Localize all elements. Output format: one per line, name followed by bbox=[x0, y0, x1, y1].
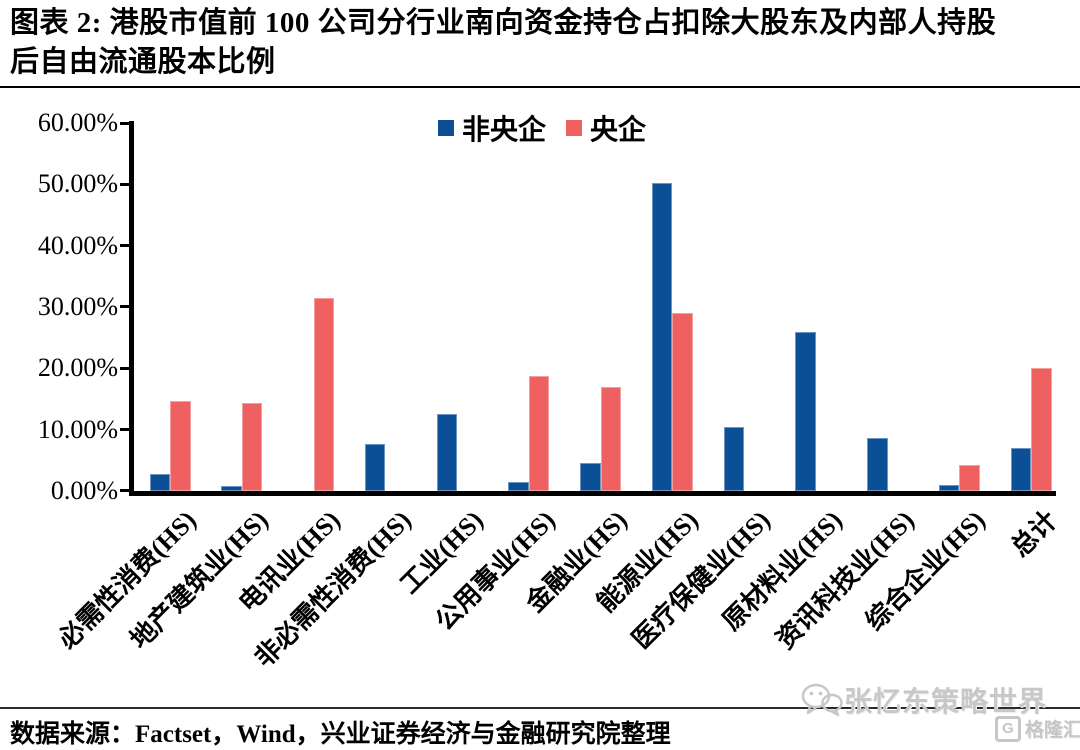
y-tick-label: 60.00% bbox=[37, 108, 118, 137]
figure-title: 图表 2: 港股市值前 100 公司分行业南向资金持仓占扣除大股东及内部人持股 … bbox=[10, 4, 996, 82]
y-axis-tick bbox=[120, 366, 131, 370]
bar-非央企-非必需性消费(HS) bbox=[364, 444, 386, 491]
y-tick-label: 20.00% bbox=[37, 353, 118, 383]
wechat-watermark-text: 张忆东策略世界 bbox=[844, 686, 1048, 717]
bar-央企-总计 bbox=[1031, 368, 1052, 491]
bar-非央企-地产建筑业(HS) bbox=[221, 486, 242, 491]
bar-非央企-原材料业(HS) bbox=[795, 332, 816, 491]
legend-item-non-soe: 非央企 bbox=[438, 108, 546, 148]
bar-非央企-医疗保健业(HS) bbox=[723, 427, 745, 491]
y-axis-tick bbox=[120, 428, 131, 432]
bar-非央企-能源业(HS) bbox=[651, 183, 673, 491]
y-tick-label: 10.00% bbox=[37, 414, 118, 444]
bar-非央企-公用事业(HS) bbox=[508, 482, 529, 491]
y-axis-tick bbox=[120, 182, 131, 186]
bar-央企-必需性消费(HS) bbox=[170, 401, 191, 491]
y-axis-tick bbox=[120, 121, 131, 125]
bar-央企-能源业(HS) bbox=[672, 313, 693, 491]
x-tick-label: 总计 bbox=[1005, 505, 1064, 563]
legend-label-soe: 央企 bbox=[590, 115, 647, 146]
y-axis-tick bbox=[120, 489, 131, 493]
y-axis-tick bbox=[120, 244, 131, 248]
bar-央企-金融业(HS) bbox=[600, 387, 622, 491]
data-source-note: 数据来源：Factset，Wind，兴业证券经济与金融研究院整理 bbox=[10, 721, 671, 748]
gelonghui-logo-icon: G bbox=[995, 715, 1021, 742]
figure-title-line2: 后自由流通股本比例 bbox=[10, 46, 276, 78]
bar-非央企-综合企业(HS) bbox=[938, 485, 960, 491]
footer-divider bbox=[0, 707, 1080, 709]
y-tick-label: 0.00% bbox=[50, 475, 118, 505]
bar-非央企-金融业(HS) bbox=[580, 463, 601, 491]
y-axis-tick bbox=[120, 305, 131, 309]
y-axis bbox=[129, 121, 134, 496]
bar-央企-公用事业(HS) bbox=[528, 376, 550, 491]
legend-swatch-non-soe bbox=[438, 120, 454, 136]
bar-非央企-资讯科技业(HS) bbox=[867, 438, 888, 491]
wechat-icon bbox=[801, 683, 843, 717]
figure-title-line1: 图表 2: 港股市值前 100 公司分行业南向资金持仓占扣除大股东及内部人持股 bbox=[10, 7, 997, 39]
bar-非央企-工业(HS) bbox=[436, 414, 458, 491]
gelonghui-watermark-text: 格隆汇 bbox=[1025, 720, 1080, 741]
gelonghui-watermark: G 格隆汇 bbox=[995, 715, 1080, 742]
legend-swatch-soe bbox=[566, 120, 582, 136]
title-divider bbox=[0, 86, 1080, 88]
bar-非央企-总计 bbox=[1010, 448, 1032, 491]
legend-item-soe: 央企 bbox=[566, 108, 646, 148]
legend-label-non-soe: 非央企 bbox=[462, 115, 547, 146]
bar-非央企-必需性消费(HS) bbox=[149, 474, 170, 491]
x-axis bbox=[129, 491, 1056, 496]
wechat-watermark: 张忆东策略世界 bbox=[800, 680, 1047, 720]
y-tick-label: 40.00% bbox=[37, 230, 118, 260]
bar-央企-综合企业(HS) bbox=[959, 465, 980, 491]
y-tick-label: 50.00% bbox=[37, 169, 118, 199]
bar-央企-地产建筑业(HS) bbox=[241, 403, 263, 491]
bar-央企-电讯业(HS) bbox=[313, 298, 335, 491]
y-tick-label: 30.00% bbox=[37, 291, 118, 321]
